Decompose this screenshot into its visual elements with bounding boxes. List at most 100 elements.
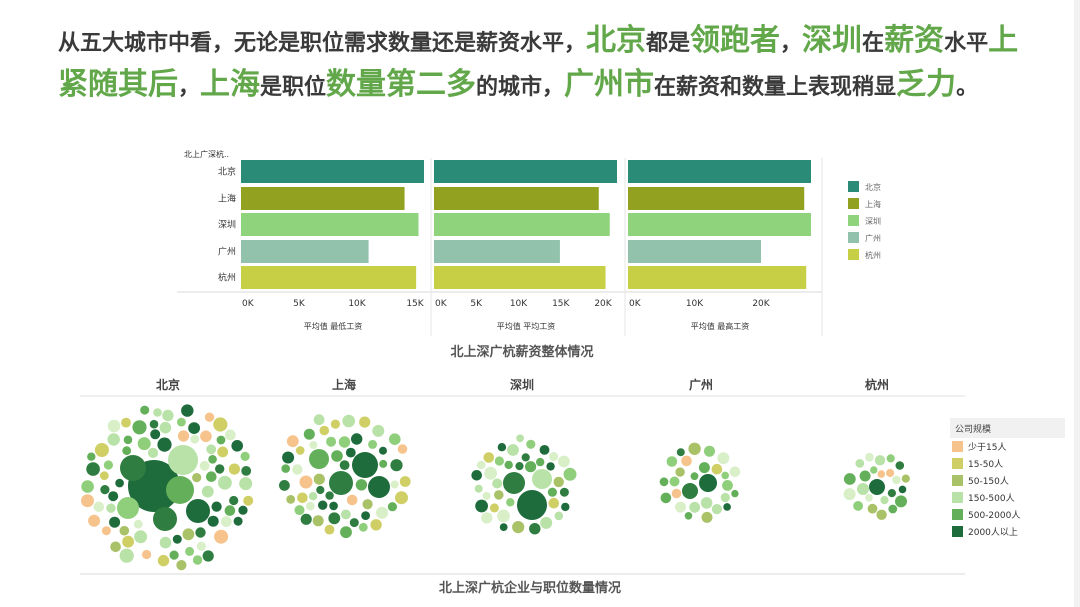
bubble-深圳 [474,484,483,493]
bubble-上海 [342,414,356,428]
headline-segment: 在 [862,31,885,56]
bubble-上海 [362,499,373,510]
category-label: 北京 [218,166,236,178]
bubble-杭州 [870,466,878,474]
bubble-上海 [316,485,325,495]
tick-label: 20K [752,299,770,309]
bubble-北京 [217,446,229,458]
bubble-北京 [107,419,121,433]
panel-axis-label: 平均值 最高工资 [691,321,750,331]
bubble-北京 [103,460,113,470]
bubble-北京 [87,452,96,461]
bubble-北京 [202,550,214,562]
bubble-深圳 [547,487,558,497]
bubble-广州 [720,492,730,503]
bubble-上海 [390,480,399,489]
tick-label: 10K [686,299,704,309]
bubble-北京 [243,495,254,506]
bubble-广州 [671,488,682,499]
headline-segment: 。 [956,75,979,100]
bubble-北京 [199,460,210,471]
bubble-广州 [722,480,733,491]
bubble-北京 [86,462,100,476]
bubble-深圳 [497,443,507,452]
bubble-北京 [188,422,201,434]
bubble-上海 [351,433,363,445]
bubble-杭州 [874,455,886,466]
bubble-上海 [312,515,324,527]
headline-segment: ， [178,75,201,100]
bubble-上海 [328,512,341,525]
bubble-北京 [107,433,120,446]
legend-label: 北京 [865,182,881,192]
bubble-北京 [239,477,253,491]
bubble-北京 [240,451,250,461]
bubble-深圳 [471,470,483,481]
headline-segment: ， [780,31,803,56]
bubble-上海 [313,414,325,426]
bubble-上海 [297,492,308,504]
bubble-上海 [352,452,378,478]
headline-emphasis: 数量第二多 [326,67,477,102]
bubble-北京 [206,444,217,455]
legend-label: 广州 [865,233,881,243]
bubble-北京 [206,471,217,483]
bubble-上海 [379,446,387,455]
bubble-深圳 [482,491,491,500]
bubble-深圳 [525,461,537,473]
bubble-深圳 [521,453,530,462]
legend-label: 上海 [865,199,881,209]
bubble-广州 [717,452,730,465]
legend-swatch-size [952,509,963,520]
bubble-北京 [132,420,147,435]
bar-深圳 [241,213,419,236]
bubble-广州 [699,474,717,492]
bubble-深圳 [529,523,541,535]
bar-上海 [241,187,405,210]
legend-swatch-size [952,441,963,452]
bubble-深圳 [489,503,499,513]
bubble-杭州 [886,454,895,463]
bubble-北京 [109,516,121,528]
bubble-北京 [88,514,101,527]
bubble-北京 [157,437,172,452]
bubble-北京 [140,405,150,415]
bubble-北京 [150,429,161,440]
city-header: 上海 [332,377,356,392]
panel-axis-label: 平均值 平均工资 [497,321,556,331]
bubble-深圳 [481,512,493,524]
bubble-杭州 [888,504,898,514]
bubble-杭州 [895,461,905,470]
headline-segment: 都是 [646,31,691,56]
bubble-北京 [201,485,214,498]
bubble-杭州 [843,488,856,501]
bubble-杭州 [865,452,874,462]
bubble-广州 [682,483,698,499]
bubble-深圳 [548,497,560,509]
bubble-北京 [169,550,179,560]
bubble-北京 [176,560,187,571]
bubble-深圳 [532,469,552,489]
bubble-北京 [181,404,194,417]
bubble-深圳 [507,444,519,456]
bubble-杭州 [877,470,886,478]
bar-上海 [434,187,599,210]
bubble-广州 [704,445,715,457]
bubble-北京 [190,434,200,444]
bubble-北京 [166,476,194,504]
bubble-广州 [723,503,731,511]
bubble-上海 [340,526,352,539]
bubble-北京 [93,501,105,512]
bubble-杭州 [887,489,897,498]
bubble-深圳 [512,521,525,534]
bubble-上海 [313,473,325,485]
bubble-北京 [101,526,111,536]
bubble-北京 [218,475,232,490]
headline-emphasis: 上紧随其后 [58,23,1019,102]
slide-edge [1074,0,1080,607]
bar-杭州 [434,266,606,289]
bubble-上海 [358,522,368,532]
bubble-广州 [698,462,710,474]
bubble-深圳 [536,457,545,467]
